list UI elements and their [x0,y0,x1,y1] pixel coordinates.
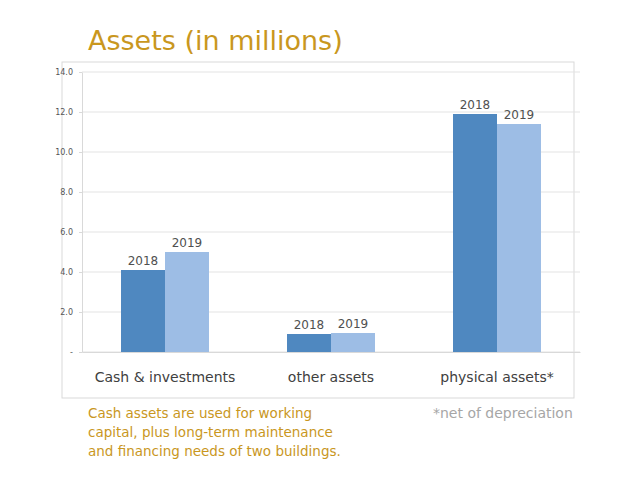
series-label: 2018 [294,318,325,332]
y-tick-mark [79,352,82,353]
grid [82,72,580,352]
y-tick-mark [79,152,82,153]
y-tick: 10.0 [55,148,82,157]
bar [497,124,541,352]
y-tick-label: 8.0 [60,188,73,197]
y-tick-label: 12.0 [55,108,73,117]
series-label: 2019 [172,236,203,250]
x-tick-label: physical assets* [440,369,553,385]
annotation-line: *net of depreciation [433,405,573,421]
y-tick: 8.0 [60,188,82,197]
bar [121,270,165,352]
bar [331,333,375,352]
y-tick-label: 10.0 [55,148,73,157]
annotation: *net of depreciation [433,405,573,421]
y-axis-line [82,73,83,353]
y-tick-mark [79,192,82,193]
y-tick: 4.0 [60,268,82,277]
y-tick-label: - [70,348,73,357]
y-tick-label: 6.0 [60,228,73,237]
y-tick-mark [79,232,82,233]
x-axis-line [83,352,581,353]
x-tick: Cash & investments [95,352,236,385]
y-tick: 2.0 [60,308,82,317]
series-label: 2018 [128,254,159,268]
y-tick: - [70,348,82,357]
y-tick: 12.0 [55,108,82,117]
y-tick: 14.0 [55,68,82,77]
title: Assets (in millions) [88,25,343,56]
x-tick: other assets [288,352,374,385]
bar-labels: 2018 2018 2018 2019 2019 2019 [128,98,535,332]
x-axis: Cash & investments other assets physical a… [83,352,581,385]
annotation: Cash assets are used for working capital,… [88,405,341,459]
x-tick-label: other assets [288,369,374,385]
x-tick-label: Cash & investments [95,369,236,385]
x-tick: physical assets* [440,352,553,385]
y-tick: 6.0 [60,228,82,237]
series-label: 2019 [504,108,535,122]
bar [453,114,497,352]
y-tick-label: 4.0 [60,268,73,277]
annotation-line: and financing needs of two buildings. [88,443,341,459]
y-tick-mark [79,112,82,113]
chart: Assets (in millions) - 2.0 4.0 6.0 8.0 10.0 12.… [0,0,640,480]
y-axis: - 2.0 4.0 6.0 8.0 10.0 12.0 14.0 [55,68,82,357]
y-tick-mark [79,72,82,73]
annotation-line: capital, plus long-term maintenance [88,424,333,440]
bar [165,252,209,352]
bar [287,334,331,352]
y-tick-mark [79,272,82,273]
annotation-line: Cash assets are used for working [88,405,312,421]
y-tick-mark [79,312,82,313]
bars [121,114,541,352]
y-tick-label: 2.0 [60,308,73,317]
y-tick-label: 14.0 [55,68,73,77]
grid-line [82,72,580,73]
series-label: 2018 [460,98,491,112]
series-label: 2019 [338,317,369,331]
